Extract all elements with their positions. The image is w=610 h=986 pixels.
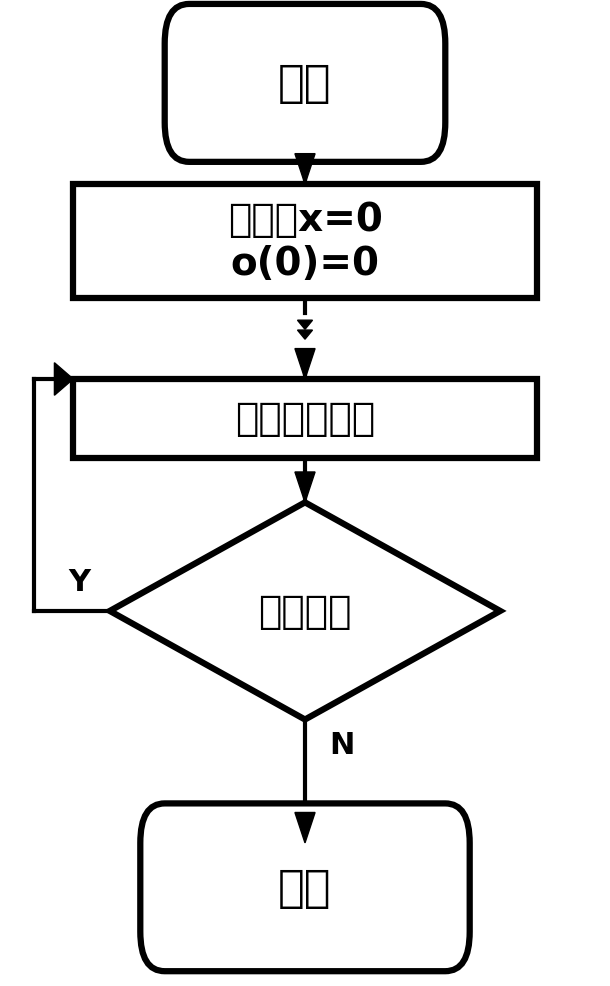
Polygon shape [295, 155, 315, 185]
Polygon shape [295, 812, 315, 843]
Text: N: N [329, 730, 354, 759]
Text: 返回: 返回 [278, 866, 332, 909]
Bar [73, 380, 537, 458]
Polygon shape [298, 320, 312, 330]
Polygon shape [110, 503, 500, 720]
Text: 数据递增: 数据递增 [258, 593, 352, 630]
Text: 进入下个数据: 进入下个数据 [235, 400, 375, 438]
Text: 入口: 入口 [278, 62, 332, 106]
Polygon shape [295, 349, 315, 380]
Polygon shape [295, 472, 315, 503]
FancyBboxPatch shape [165, 5, 445, 163]
Text: 初始化x=0
o(0)=0: 初始化x=0 o(0)=0 [228, 200, 382, 283]
Polygon shape [54, 364, 73, 396]
Bar [73, 185, 537, 299]
FancyBboxPatch shape [140, 804, 470, 971]
Polygon shape [298, 330, 312, 340]
Text: Y: Y [68, 567, 90, 597]
